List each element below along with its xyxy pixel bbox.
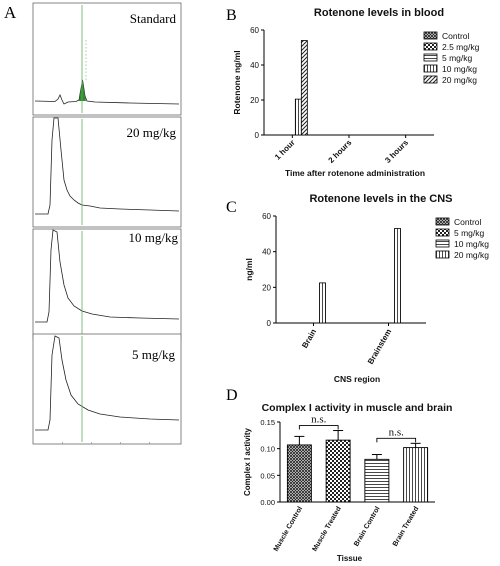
legend-swatch xyxy=(435,217,450,226)
x-tick-label: Brain xyxy=(300,327,318,349)
bar-20-mg-kg xyxy=(394,228,401,324)
chromatogram-standard xyxy=(34,79,180,105)
significance-label: n.s. xyxy=(311,414,327,426)
legend-entry: 2.5 mg/kg xyxy=(442,42,480,52)
x-tick-label: Brainstem xyxy=(366,328,393,366)
legend-swatch xyxy=(423,42,438,51)
significance-bracket xyxy=(376,437,417,443)
legend-swatch xyxy=(435,228,450,237)
trace-label-5: 5 mg/kg xyxy=(132,347,175,362)
legend-entry: 5 mg/kg xyxy=(454,228,485,238)
y-axis-label: Complex I activity xyxy=(243,427,252,496)
trace-label-standard: Standard xyxy=(130,11,177,26)
x-axis-label: Time after rotenone administration xyxy=(285,168,425,178)
y-tick-label: 20 xyxy=(250,96,259,105)
trace-label-10: 10 mg/kg xyxy=(129,230,179,245)
panel-c-letter: C xyxy=(226,199,237,216)
rotenone-peak xyxy=(79,80,86,101)
significance-label: n.s. xyxy=(389,426,405,438)
chart-title: Complex I activity in muscle and brain xyxy=(262,402,453,414)
panel-c: C Rotenone levels in the CNS 0 20 40 60 ng/ml… xyxy=(226,193,489,384)
y-tick-label: 0.05 xyxy=(260,471,275,480)
chromatogram-5 xyxy=(35,335,180,431)
y-tick-label: 0.15 xyxy=(260,418,275,427)
x-tick-label: Brain Treated xyxy=(392,506,420,548)
y-tick-label: 0 xyxy=(267,319,272,328)
legend-entry: 10 mg/kg xyxy=(454,239,489,249)
trace-box-5 xyxy=(32,333,182,445)
legend-entry: 20 mg/kg xyxy=(442,75,477,85)
x-tick-label: 3 hours xyxy=(383,138,410,165)
bar-muscle-treated xyxy=(325,439,351,503)
y-tick-label: 0.00 xyxy=(260,498,275,507)
legend-entry: Control xyxy=(454,217,482,227)
legend-swatch xyxy=(423,31,438,40)
chromatogram-20 xyxy=(35,117,180,215)
legend-entry: 5 mg/kg xyxy=(442,53,473,63)
panel-b: B Rotenone levels in blood 0 20 40 60 Rotenon… xyxy=(226,7,480,178)
legend-swatch xyxy=(435,250,450,259)
bar-10-mg-kg xyxy=(294,98,302,136)
legend-entry: 20 mg/kg xyxy=(454,250,489,260)
bar-brain-control xyxy=(364,458,390,503)
x-tick-label: Muscle Treated xyxy=(312,506,343,553)
bar-20-mg-kg xyxy=(319,282,326,324)
chart-title: Rotenone levels in blood xyxy=(314,7,444,19)
trace-box-standard xyxy=(32,2,182,116)
legend-swatch xyxy=(423,75,438,84)
panel-d-letter: D xyxy=(226,387,238,404)
y-tick-label: 0.10 xyxy=(260,445,275,454)
y-tick-label: 40 xyxy=(250,61,259,70)
trace-label-20: 20 mg/kg xyxy=(127,125,177,140)
y-axis-label: ng/ml xyxy=(244,258,254,281)
x-tick-label: 2 hours xyxy=(327,138,354,165)
significance-bracket xyxy=(298,425,339,430)
chromatogram-10 xyxy=(35,229,180,323)
y-axis-label: Rotenone ng/ml xyxy=(232,50,242,114)
y-tick-label: 0 xyxy=(255,131,260,140)
legend-swatch xyxy=(423,64,438,73)
y-tick-label: 60 xyxy=(262,212,271,221)
legend-swatch xyxy=(423,53,438,62)
y-tick-label: 40 xyxy=(262,248,271,257)
x-tick-label: Brain Control xyxy=(353,505,381,547)
bar-20-mg-kg xyxy=(300,40,308,136)
chart-title: Rotenone levels in the CNS xyxy=(309,193,452,205)
time-axis-ticks xyxy=(62,442,150,444)
y-tick-label: 20 xyxy=(262,283,271,292)
panel-a: A Standard 20 mg/kg 10 mg/kg 5 mg/kg xyxy=(4,2,182,445)
legend-swatch xyxy=(435,239,450,248)
trace-box-10 xyxy=(32,228,182,340)
x-tick-label: Muscle Control xyxy=(273,505,304,552)
bar-brain-treated xyxy=(403,447,429,503)
x-axis-label: CNS region xyxy=(334,374,380,384)
panel-b-letter: B xyxy=(226,7,237,24)
y-tick-label: 60 xyxy=(250,26,259,35)
x-tick-label: 1 hour xyxy=(273,138,297,162)
panel-d: D Complex I activity in muscle and brain… xyxy=(226,387,452,563)
legend-entry: Control xyxy=(442,31,470,41)
x-axis-label: Tissue xyxy=(337,554,363,563)
bar-muscle-control xyxy=(286,444,312,503)
legend-entry: 10 mg/kg xyxy=(442,64,477,74)
panel-a-letter: A xyxy=(4,3,17,22)
